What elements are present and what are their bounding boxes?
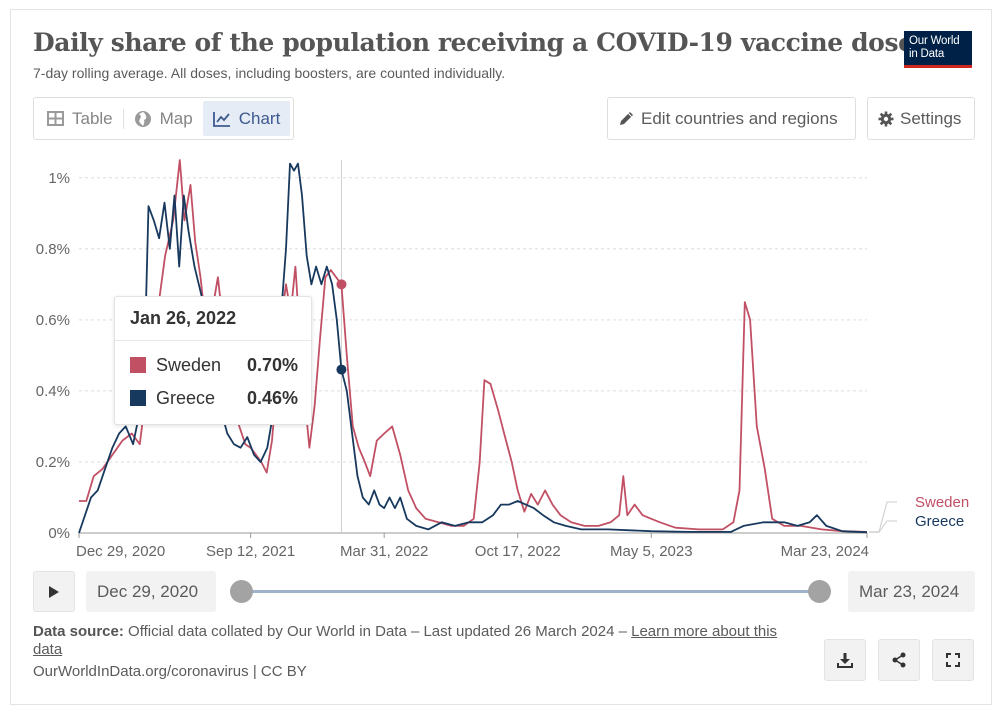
globe-icon xyxy=(134,110,151,127)
timeline-end-handle[interactable] xyxy=(808,580,831,603)
edit-countries-label: Edit countries and regions xyxy=(641,108,838,128)
credit-line[interactable]: OurWorldInData.org/coronavirus | CC BY xyxy=(33,663,307,680)
fullscreen-button[interactable] xyxy=(932,639,974,681)
timeline-track[interactable] xyxy=(242,590,820,593)
tab-table[interactable]: Table xyxy=(37,101,123,136)
tooltip-value-sweden: 0.70% xyxy=(246,354,298,375)
x-tick-label: Dec 29, 2020 xyxy=(76,543,165,560)
settings-button[interactable]: Settings xyxy=(867,97,975,140)
sweden-swatch xyxy=(130,357,146,373)
share-button[interactable] xyxy=(878,639,920,681)
x-tick-label: Oct 17, 2022 xyxy=(475,543,561,560)
chart-subtitle: 7-day rolling average. All doses, includ… xyxy=(33,65,506,81)
tooltip-name-greece: Greece xyxy=(156,387,216,408)
view-tabs: Table Map Chart xyxy=(33,97,295,140)
logo-line-2: in Data xyxy=(909,48,945,60)
timeline-end-date[interactable]: Mar 23, 2024 xyxy=(848,571,975,612)
timeline-start-handle[interactable] xyxy=(230,580,253,603)
play-icon xyxy=(49,585,59,598)
data-source: Data source: Official data collated by O… xyxy=(33,623,808,659)
x-tick-label: Mar 23, 2024 xyxy=(781,543,869,560)
gear-icon xyxy=(878,111,894,126)
hover-point-sweden xyxy=(336,279,347,290)
tooltip-row-greece: Greece 0.46% xyxy=(130,386,298,410)
tab-chart[interactable]: Chart xyxy=(202,101,291,136)
tooltip-divider xyxy=(115,340,311,341)
y-tick-label: 0% xyxy=(48,525,70,542)
series-line-greece xyxy=(78,162,868,534)
tab-map-label: Map xyxy=(159,108,193,128)
y-tick-label: 0.6% xyxy=(36,312,70,329)
x-tick-label: May 5, 2023 xyxy=(610,543,693,560)
owid-logo[interactable]: Our World in Data xyxy=(904,31,972,68)
edit-countries-button[interactable]: Edit countries and regions xyxy=(607,97,856,140)
fullscreen-icon xyxy=(946,653,960,667)
settings-label: Settings xyxy=(900,108,962,128)
pencil-icon xyxy=(620,112,633,125)
y-tick-label: 1% xyxy=(48,170,70,187)
legend-label-greece: Greece xyxy=(915,513,964,530)
tab-divider xyxy=(122,108,124,129)
timeline-start-date[interactable]: Dec 29, 2020 xyxy=(86,571,216,612)
x-tick-label: Mar 31, 2022 xyxy=(340,543,428,560)
download-icon xyxy=(837,653,853,668)
table-icon xyxy=(47,111,64,126)
tooltip-value-greece: 0.46% xyxy=(246,387,298,408)
y-tick-label: 0.4% xyxy=(36,383,70,400)
legend-label-sweden: Sweden xyxy=(915,494,969,511)
series-line-sweden xyxy=(79,159,868,533)
y-tick-label: 0.8% xyxy=(36,241,70,258)
source-label: Data source: xyxy=(33,623,124,640)
hover-point-greece xyxy=(336,364,347,375)
chart-frame xyxy=(10,9,992,705)
tooltip-date: Jan 26, 2022 xyxy=(130,308,237,328)
learn-more-link[interactable]: Learn more about this data xyxy=(33,623,778,658)
share-icon xyxy=(892,652,906,668)
source-text: Official data collated by Our World in D… xyxy=(128,623,627,640)
play-button[interactable] xyxy=(33,571,75,612)
tab-chart-label: Chart xyxy=(238,108,281,128)
x-tick-label: Sep 12, 2021 xyxy=(206,543,295,560)
hover-tooltip: Jan 26, 2022 Sweden 0.70% Greece 0.46% xyxy=(114,296,312,425)
tooltip-row-sweden: Sweden 0.70% xyxy=(130,353,298,377)
download-button[interactable] xyxy=(824,639,866,681)
legend-leader-greece xyxy=(869,520,897,533)
chart-title: Daily share of the population receiving … xyxy=(33,28,914,57)
tab-table-label: Table xyxy=(72,108,113,128)
greece-swatch xyxy=(130,390,146,406)
logo-line-1: Our World xyxy=(909,35,960,47)
tab-map[interactable]: Map xyxy=(124,101,203,136)
line-chart-icon xyxy=(212,111,230,127)
tooltip-name-sweden: Sweden xyxy=(156,354,222,375)
logo-accent-bar xyxy=(904,65,972,68)
y-tick-label: 0.2% xyxy=(36,454,70,471)
